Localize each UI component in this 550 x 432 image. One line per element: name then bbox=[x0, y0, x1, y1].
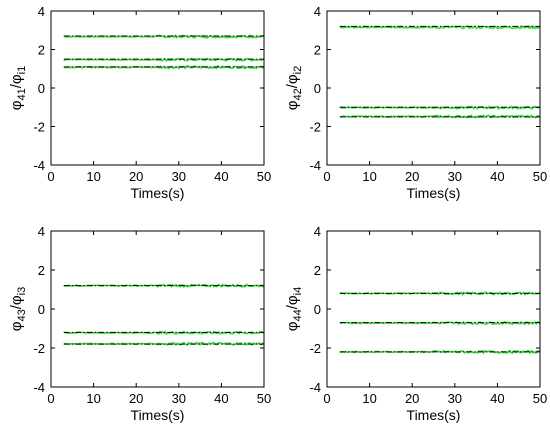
x-tick-label: 50 bbox=[257, 391, 271, 406]
x-tick-label: 40 bbox=[214, 391, 228, 406]
x-tick-label: 20 bbox=[405, 169, 419, 184]
y-tick-label: 0 bbox=[38, 81, 45, 96]
x-tick-label: 50 bbox=[257, 169, 271, 184]
estimate-line-1 bbox=[339, 24, 541, 30]
y-axis-label: φ42/φi2 bbox=[284, 66, 304, 110]
x-tick-label: 10 bbox=[362, 169, 376, 184]
y-tick-label: 4 bbox=[314, 4, 321, 19]
y-tick-label: -2 bbox=[309, 341, 321, 356]
x-tick-label: 0 bbox=[47, 391, 54, 406]
x-axis-label: Times(s) bbox=[407, 407, 461, 423]
x-axis-label: Times(s) bbox=[131, 407, 185, 423]
axes-frame bbox=[50, 10, 265, 166]
axes-frame bbox=[326, 10, 541, 166]
subplot-1: 0 10 20 30 40 50 -4 -2 0 2 4 Times(s) φ41/φi1 bbox=[8, 4, 271, 201]
x-tick-label: 30 bbox=[448, 169, 462, 184]
y-axis-label: φ43/φi3 bbox=[8, 287, 28, 331]
x-tick-label: 20 bbox=[405, 391, 419, 406]
y-tick-label: 4 bbox=[38, 4, 45, 19]
y-tick-label: 2 bbox=[314, 263, 321, 278]
axes-frame bbox=[326, 230, 541, 388]
x-tick-label: 0 bbox=[323, 169, 330, 184]
x-tick-label: 50 bbox=[533, 391, 547, 406]
estimate-line-3 bbox=[339, 114, 541, 119]
y-tick-label: 2 bbox=[38, 263, 45, 278]
y-tick-label: -2 bbox=[33, 341, 45, 356]
x-tick-label: 0 bbox=[47, 169, 54, 184]
y-tick-label: 0 bbox=[314, 81, 321, 96]
y-tick-label: -4 bbox=[309, 380, 321, 395]
y-tick-label: 2 bbox=[38, 43, 45, 58]
x-tick-label: 10 bbox=[86, 169, 100, 184]
estimate-line-2 bbox=[63, 330, 265, 336]
y-tick-label: -2 bbox=[33, 120, 45, 135]
y-tick-label: 2 bbox=[314, 43, 321, 58]
y-axis-label: φ44/φi4 bbox=[284, 287, 304, 331]
subplot-3: 0 10 20 30 40 50 -4 -2 0 2 4 Times(s) φ43/φi3 bbox=[8, 224, 271, 423]
y-tick-label: 4 bbox=[38, 224, 45, 239]
x-tick-label: 50 bbox=[533, 169, 547, 184]
x-axis-label: Times(s) bbox=[131, 185, 185, 201]
y-tick-label: -4 bbox=[33, 158, 45, 173]
y-tick-label: -4 bbox=[33, 380, 45, 395]
x-tick-label: 30 bbox=[172, 391, 186, 406]
x-tick-label: 40 bbox=[490, 169, 504, 184]
x-tick-label: 40 bbox=[490, 391, 504, 406]
y-tick-label: 4 bbox=[314, 224, 321, 239]
subplot-4: 0 10 20 30 40 50 -4 -2 0 2 4 Times(s) φ44/φi4 bbox=[284, 224, 547, 423]
x-tick-label: 30 bbox=[172, 169, 186, 184]
x-tick-label: 20 bbox=[129, 391, 143, 406]
axes-frame bbox=[50, 230, 265, 388]
y-tick-label: 0 bbox=[38, 302, 45, 317]
y-axis-label: φ41/φi1 bbox=[8, 66, 28, 110]
y-tick-label: -4 bbox=[309, 158, 321, 173]
x-axis-label: Times(s) bbox=[407, 185, 461, 201]
x-tick-label: 10 bbox=[362, 391, 376, 406]
subplot-2: 0 10 20 30 40 50 -4 -2 0 2 4 Times(s) φ42/φi2 bbox=[284, 4, 547, 201]
x-tick-label: 40 bbox=[214, 169, 228, 184]
x-tick-label: 30 bbox=[448, 391, 462, 406]
y-tick-label: 0 bbox=[314, 302, 321, 317]
x-tick-label: 20 bbox=[129, 169, 143, 184]
x-tick-label: 0 bbox=[323, 391, 330, 406]
x-tick-label: 10 bbox=[86, 391, 100, 406]
y-tick-label: -2 bbox=[309, 120, 321, 135]
